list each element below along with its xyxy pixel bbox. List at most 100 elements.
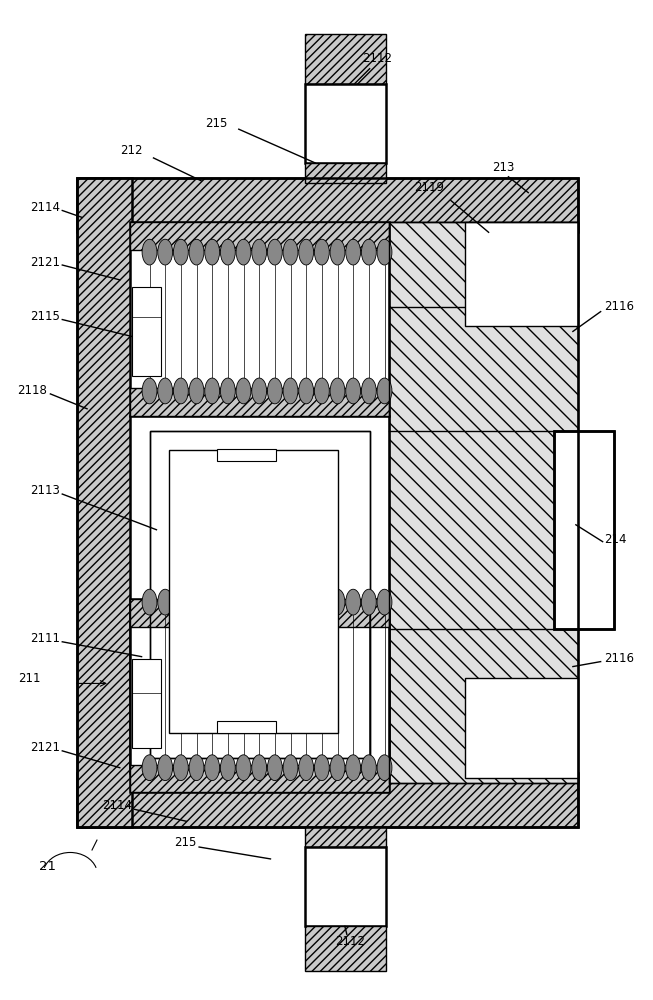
Text: 2116: 2116 — [605, 300, 635, 313]
Ellipse shape — [158, 378, 172, 404]
Ellipse shape — [345, 755, 360, 781]
Bar — [554, 431, 614, 629]
Ellipse shape — [142, 755, 157, 781]
Ellipse shape — [221, 589, 235, 615]
Ellipse shape — [236, 589, 251, 615]
Ellipse shape — [252, 755, 266, 781]
Ellipse shape — [174, 378, 188, 404]
Ellipse shape — [221, 378, 235, 404]
Bar — [305, 163, 387, 183]
Bar — [151, 433, 368, 756]
Bar — [130, 765, 389, 792]
Bar — [389, 222, 578, 783]
Bar — [305, 926, 387, 971]
Ellipse shape — [377, 378, 392, 404]
Ellipse shape — [314, 239, 329, 265]
Bar — [130, 416, 389, 773]
Ellipse shape — [330, 239, 345, 265]
Ellipse shape — [252, 378, 266, 404]
Ellipse shape — [236, 239, 251, 265]
Ellipse shape — [142, 378, 157, 404]
Text: 2116: 2116 — [605, 652, 635, 665]
Text: 212: 212 — [120, 144, 143, 157]
Text: 211: 211 — [18, 672, 40, 685]
Ellipse shape — [158, 755, 172, 781]
Bar — [77, 178, 578, 232]
Ellipse shape — [174, 755, 188, 781]
Bar — [389, 222, 578, 307]
Ellipse shape — [158, 239, 172, 265]
Bar — [77, 178, 578, 827]
Text: 2112: 2112 — [335, 935, 365, 948]
Ellipse shape — [314, 755, 329, 781]
Ellipse shape — [205, 589, 219, 615]
Ellipse shape — [268, 589, 282, 615]
Ellipse shape — [142, 239, 157, 265]
Ellipse shape — [314, 378, 329, 404]
Bar — [465, 678, 578, 778]
Text: 2121: 2121 — [30, 741, 60, 754]
Ellipse shape — [345, 239, 360, 265]
Text: 21: 21 — [39, 860, 56, 873]
Bar — [130, 222, 389, 250]
Bar — [132, 659, 161, 748]
Ellipse shape — [361, 239, 376, 265]
Ellipse shape — [205, 378, 219, 404]
Bar — [130, 222, 389, 416]
Text: 2113: 2113 — [31, 484, 60, 497]
Bar — [305, 847, 387, 926]
Bar — [305, 827, 387, 847]
Ellipse shape — [252, 589, 266, 615]
Ellipse shape — [236, 378, 251, 404]
Ellipse shape — [361, 378, 376, 404]
Ellipse shape — [236, 755, 251, 781]
Bar — [130, 388, 389, 416]
Bar — [150, 431, 370, 758]
Bar — [465, 222, 578, 326]
Ellipse shape — [142, 589, 157, 615]
Text: 215: 215 — [205, 117, 227, 130]
Ellipse shape — [330, 755, 345, 781]
Ellipse shape — [298, 378, 313, 404]
Bar — [150, 431, 370, 758]
Ellipse shape — [189, 239, 204, 265]
Text: 2112: 2112 — [362, 52, 392, 65]
Ellipse shape — [174, 239, 188, 265]
Bar — [77, 178, 132, 827]
Bar — [305, 84, 387, 163]
Bar — [217, 449, 276, 461]
Bar — [130, 599, 389, 792]
Ellipse shape — [174, 589, 188, 615]
Bar — [130, 599, 389, 627]
Bar — [389, 222, 578, 783]
Ellipse shape — [330, 378, 345, 404]
Ellipse shape — [330, 589, 345, 615]
Ellipse shape — [298, 589, 313, 615]
Text: 2111: 2111 — [30, 632, 60, 645]
Ellipse shape — [221, 239, 235, 265]
Text: 215: 215 — [174, 836, 196, 849]
Ellipse shape — [377, 589, 392, 615]
Bar — [169, 450, 338, 733]
Ellipse shape — [189, 755, 204, 781]
Ellipse shape — [205, 239, 219, 265]
Bar — [217, 721, 276, 733]
Ellipse shape — [361, 755, 376, 781]
Bar — [77, 773, 578, 827]
Text: 213: 213 — [492, 161, 515, 174]
Ellipse shape — [221, 755, 235, 781]
Ellipse shape — [298, 239, 313, 265]
Ellipse shape — [268, 239, 282, 265]
Text: 2119: 2119 — [414, 181, 444, 194]
Text: 2114: 2114 — [102, 799, 132, 812]
Ellipse shape — [252, 239, 266, 265]
Ellipse shape — [158, 589, 172, 615]
Text: 2118: 2118 — [18, 384, 48, 397]
Ellipse shape — [283, 239, 298, 265]
Text: 2121: 2121 — [30, 256, 60, 269]
Ellipse shape — [268, 755, 282, 781]
Bar — [554, 431, 614, 629]
Ellipse shape — [189, 378, 204, 404]
Ellipse shape — [189, 589, 204, 615]
Ellipse shape — [314, 589, 329, 615]
